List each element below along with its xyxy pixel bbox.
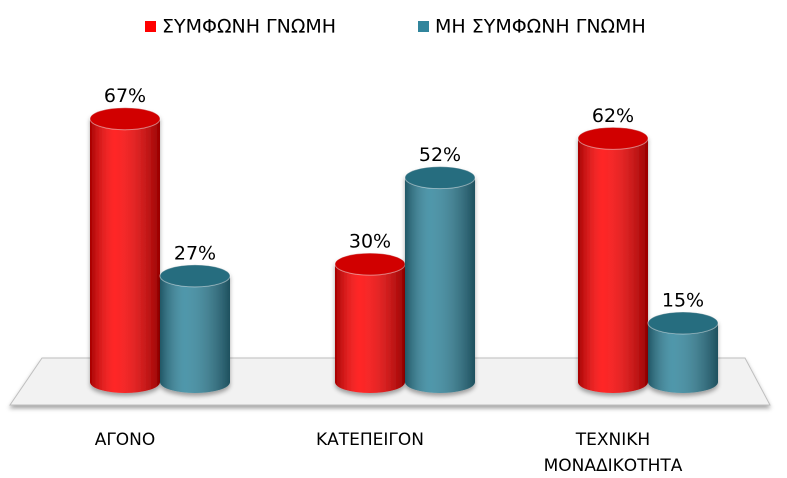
data-label: 27% (174, 242, 216, 264)
cylinder-shade (405, 177, 475, 393)
cylinder (404, 166, 476, 393)
legend-label: ΣΥΜΦΩΝΗ ΓΝΩΜΗ (162, 16, 336, 38)
cylinder-shade (335, 264, 405, 393)
cylinder (89, 107, 161, 393)
cylinder-top-shade (335, 253, 405, 276)
cylinder-top-shade (405, 166, 475, 189)
cylinder-shade (648, 323, 718, 393)
legend-swatch (418, 21, 429, 32)
x-tick-label: ΤΕΧΝΙΚΗ ΜΟΝΑΔΙΚΟΤΗΤΑ (543, 430, 683, 476)
x-tick-label: ΚΑΤΕΠΕΙΓΟΝ (315, 430, 424, 450)
legend-swatch (145, 21, 156, 32)
cylinder (647, 311, 719, 393)
cylinder (159, 264, 231, 393)
data-label: 15% (662, 290, 704, 312)
cylinder-shade (160, 275, 230, 393)
data-label: 30% (349, 231, 391, 253)
data-label: 62% (592, 105, 634, 127)
cylinder-shade (578, 138, 648, 393)
cylinder-top-shade (578, 127, 648, 150)
cylinder (334, 252, 406, 393)
legend-label: ΜΗ ΣΥΜΦΩΝΗ ΓΝΩΜΗ (435, 16, 646, 38)
cylinder-top-shade (160, 264, 230, 287)
cylinder-top-shade (90, 107, 160, 130)
data-label: 52% (419, 144, 461, 166)
cylinder-top-shade (648, 312, 718, 335)
data-label: 67% (104, 85, 146, 107)
cylinder-shade (90, 118, 160, 393)
cylinder (577, 126, 649, 393)
x-tick-label: ΑΓΟΝΟ (94, 430, 156, 450)
